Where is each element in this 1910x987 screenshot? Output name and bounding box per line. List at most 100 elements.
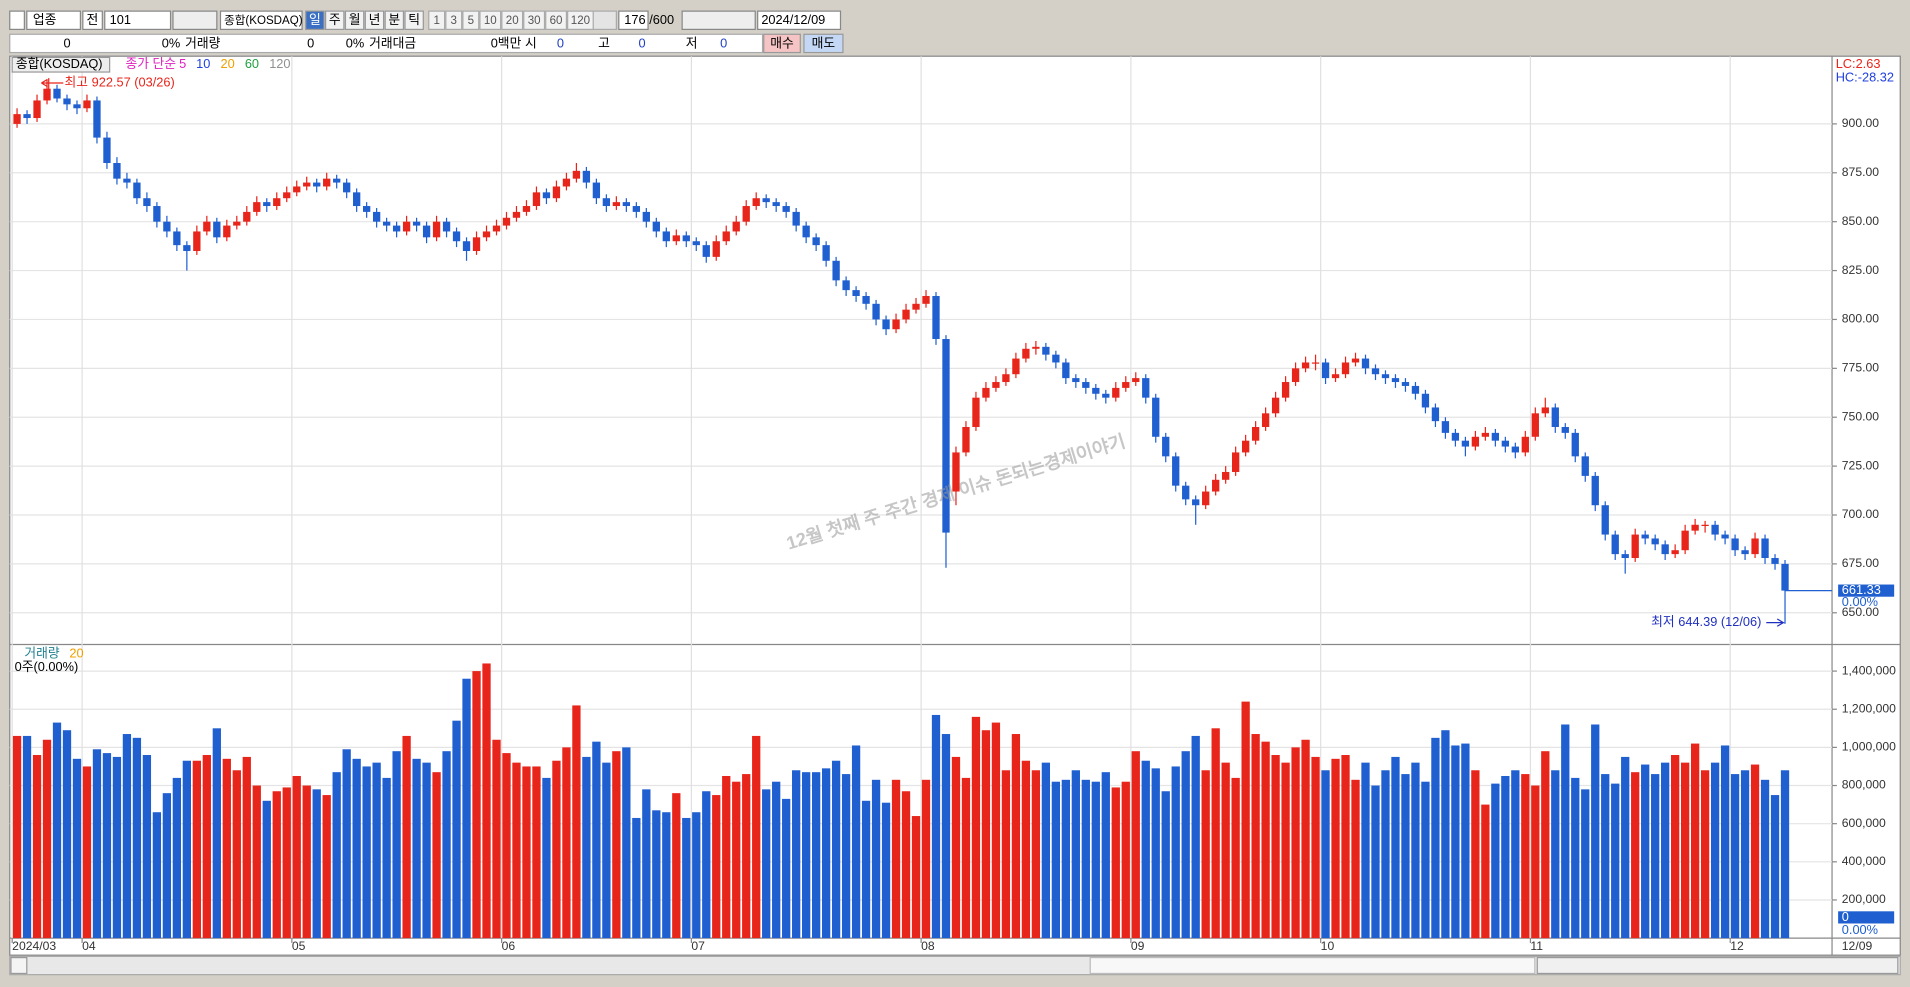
period-button[interactable] xyxy=(324,10,345,31)
buy-text: 매수 xyxy=(770,35,794,50)
volume-bar xyxy=(322,795,331,939)
volume-bar xyxy=(891,779,901,939)
candle-body xyxy=(1601,505,1609,535)
volume-bar xyxy=(1501,775,1510,939)
mode-select[interactable] xyxy=(82,10,103,31)
volume-bar xyxy=(572,705,581,939)
sell-button[interactable] xyxy=(803,33,844,54)
candle-body xyxy=(173,231,181,246)
volume-bar xyxy=(1531,785,1540,939)
date-tick-label: 08 xyxy=(921,939,935,953)
period-button[interactable] xyxy=(344,10,365,31)
volume-tick-label: 200,000 xyxy=(1842,892,1886,906)
volume-bar xyxy=(22,735,32,939)
volume-bar xyxy=(292,775,301,939)
candle-body xyxy=(1122,382,1130,388)
interval-button[interactable] xyxy=(501,10,524,31)
market-select[interactable] xyxy=(26,10,82,31)
candle-body xyxy=(542,192,551,199)
candle-body xyxy=(1142,378,1150,398)
volume-bar xyxy=(692,812,701,939)
interval-button[interactable] xyxy=(462,10,480,31)
candle-body xyxy=(442,221,451,232)
candle-body xyxy=(462,241,471,252)
count-input[interactable] xyxy=(618,10,649,31)
info-amount: 0백만 xyxy=(491,35,522,50)
volume-bar xyxy=(282,787,291,939)
code-input[interactable] xyxy=(104,10,172,31)
candle-body xyxy=(1581,456,1589,476)
volume-bar xyxy=(1651,774,1660,939)
interval-button[interactable] xyxy=(545,10,568,31)
volume-bar xyxy=(961,777,971,939)
volume-bar xyxy=(562,747,571,939)
interval-button[interactable] xyxy=(567,10,594,31)
volume-bar xyxy=(222,758,231,939)
buy-button[interactable] xyxy=(763,33,801,54)
period-button[interactable] xyxy=(384,10,405,31)
volume-bar xyxy=(1461,743,1470,939)
volume-bar xyxy=(92,749,102,939)
candle-body xyxy=(1401,382,1410,386)
code-text: 101 xyxy=(110,12,131,27)
volume-legend: 거래량 xyxy=(24,646,60,661)
interval-button[interactable] xyxy=(428,10,446,31)
period-button[interactable] xyxy=(305,10,325,31)
search-icons[interactable] xyxy=(172,10,218,31)
volume-last-box xyxy=(1838,911,1895,924)
tool-icons[interactable] xyxy=(681,10,756,31)
interval-button[interactable] xyxy=(445,10,463,31)
low-arrow xyxy=(1766,618,1786,627)
volume-bar xyxy=(142,755,152,939)
volume-last: 0 xyxy=(1842,909,1849,924)
volume-bar xyxy=(332,772,341,939)
max-text: /600 xyxy=(649,12,674,27)
period-button[interactable] xyxy=(404,10,424,31)
volume-bar xyxy=(1511,770,1520,939)
volume-bar xyxy=(182,760,191,939)
volume-tick-label: 1,400,000 xyxy=(1842,663,1896,677)
candle-body xyxy=(492,225,501,232)
candle-body xyxy=(1072,378,1080,383)
volume-bar xyxy=(1401,774,1410,939)
candle-body xyxy=(1331,374,1340,379)
name-box xyxy=(219,10,303,31)
candle-body xyxy=(343,182,351,193)
volume-bar xyxy=(382,777,391,939)
volume-bar xyxy=(1341,755,1350,939)
volume-bar xyxy=(202,755,211,939)
candle-body xyxy=(1551,407,1559,428)
date-input[interactable] xyxy=(757,10,842,31)
scroll-controls[interactable] xyxy=(1536,956,1899,975)
interval-button[interactable] xyxy=(523,10,546,31)
candle-body xyxy=(1132,378,1140,383)
volume-bar xyxy=(1001,770,1011,939)
ma-legend-item: 5 xyxy=(179,56,186,71)
candle-body xyxy=(1431,407,1440,422)
volume-bar xyxy=(1641,764,1650,939)
volume-bar xyxy=(1631,772,1640,939)
candle-body xyxy=(592,182,601,199)
candle-body xyxy=(902,309,910,320)
lc-text: LC:2.63 xyxy=(1836,56,1881,71)
candle-body xyxy=(1261,413,1270,428)
candle-body xyxy=(372,211,381,222)
scroll-thumb[interactable] xyxy=(1089,956,1536,975)
candle-body xyxy=(1002,374,1010,383)
candle-body xyxy=(982,387,990,398)
candle-body xyxy=(263,202,271,207)
interval-button[interactable] xyxy=(479,10,502,31)
interval-text: 1 xyxy=(433,15,439,27)
volume-bar xyxy=(1671,755,1680,939)
candle-body xyxy=(1291,368,1300,383)
volume-bar xyxy=(981,730,991,939)
scroll-left[interactable] xyxy=(10,956,28,975)
candle-body xyxy=(1681,530,1689,551)
period-button[interactable] xyxy=(364,10,385,31)
volume-bar xyxy=(1251,734,1260,939)
candle-body xyxy=(752,198,760,207)
icon-box[interactable] xyxy=(9,10,25,31)
date-last: 12/09 xyxy=(1842,939,1873,953)
candle-body xyxy=(1741,550,1749,555)
